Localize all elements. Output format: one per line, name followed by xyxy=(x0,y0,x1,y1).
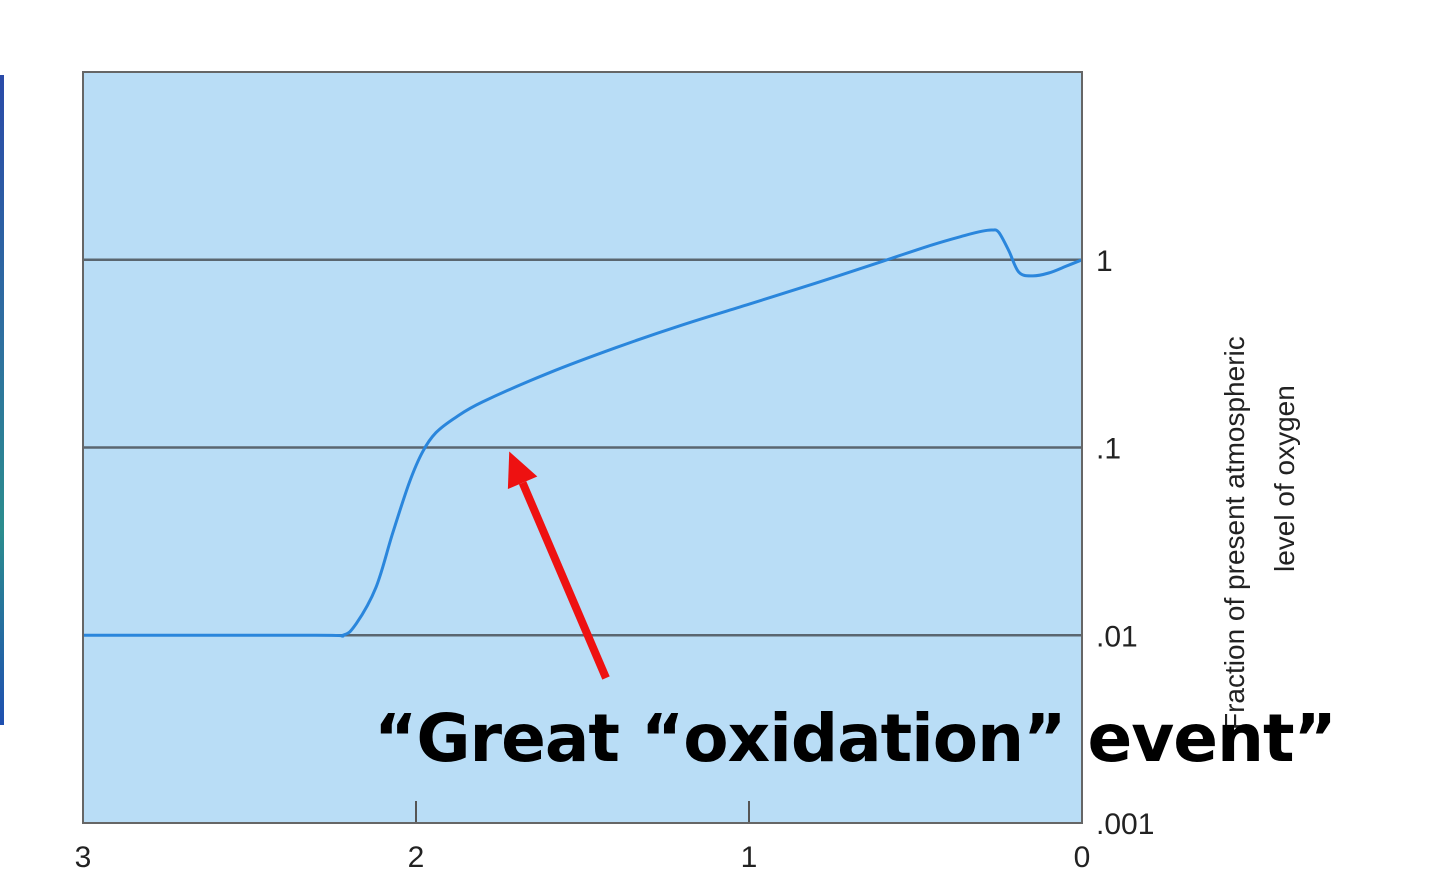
y-axis-title-line-2: level of oxygen xyxy=(1269,385,1300,572)
great-oxidation-event-annotation: “Great “oxidation” event” xyxy=(374,700,1337,777)
y-tick-label: .001 xyxy=(1096,808,1154,841)
oxygen-series-line xyxy=(83,228,1083,638)
x-axis-ticks: 3 2 1 0 xyxy=(75,801,1091,874)
arrow-shaft xyxy=(518,481,610,680)
y-axis-title-line-1: Fraction of present atmospheric xyxy=(1219,336,1250,730)
x-tick-label: 0 xyxy=(1074,841,1091,874)
x-tick-label: 1 xyxy=(741,841,758,874)
y-tick-label: .01 xyxy=(1096,620,1138,653)
y-tick-label: .1 xyxy=(1096,433,1121,466)
y-tick-label: 1 xyxy=(1096,245,1113,278)
y-axis-ticks: 1 .1 .01 .001 xyxy=(1096,245,1154,841)
x-tick-label: 3 xyxy=(75,841,92,874)
left-edge-strip xyxy=(0,75,4,725)
arrow-head xyxy=(507,451,538,490)
x-tick-label: 2 xyxy=(408,841,425,874)
plot-frame xyxy=(82,71,1083,824)
annotation-arrow xyxy=(507,451,610,680)
